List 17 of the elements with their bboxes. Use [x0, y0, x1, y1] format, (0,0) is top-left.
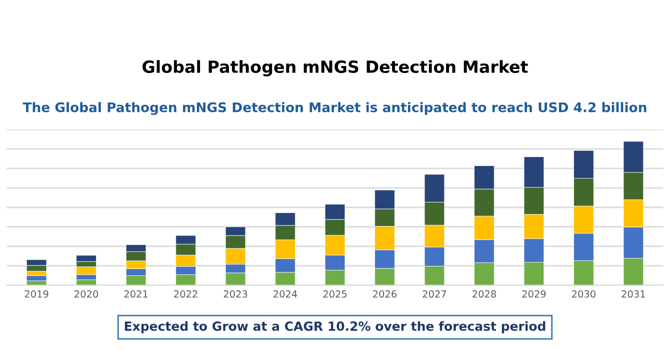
- x-tick-label: 2020: [74, 290, 98, 298]
- x-tick-label: 2019: [24, 290, 48, 298]
- x-tick-label: 2028: [472, 290, 496, 298]
- x-tick-label: 2021: [124, 290, 148, 298]
- x-tick-label: 2027: [422, 290, 446, 298]
- bar: [26, 275, 47, 281]
- x-tick-label: 2031: [622, 290, 645, 298]
- x-tick-label: 2023: [224, 290, 248, 298]
- x-tick-label: 2025: [323, 290, 347, 298]
- chart-title: Global Pathogen mNGS Detection Market: [142, 60, 528, 76]
- x-tick-label: 2024: [274, 290, 298, 298]
- x-tick-label: 2030: [572, 290, 596, 298]
- chart-subtitle: The Global Pathogen mNGS Detection Market is anticipated to reach USD 4.2 billion: [22, 102, 646, 115]
- x-tick-label: 2022: [174, 290, 198, 298]
- x-tick-label: 2026: [373, 290, 396, 298]
- text: Expected to Grow at a CAGR 10.2% over the forecast period: [124, 321, 546, 334]
- x-tick-label: 2029: [522, 290, 546, 298]
